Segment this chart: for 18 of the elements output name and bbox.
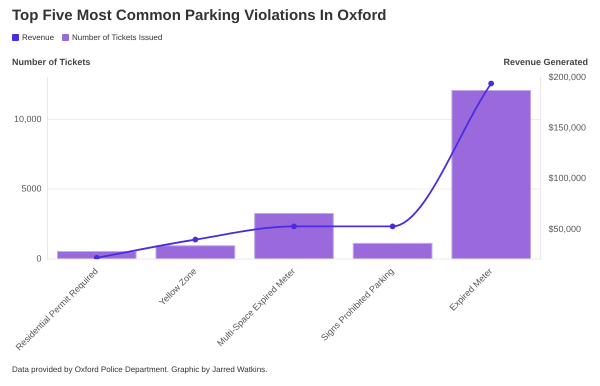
legend-label: Number of Tickets Issued [72,33,162,42]
point [488,80,494,86]
chart-title: Top Five Most Common Parking Violations In Oxford [12,7,386,24]
y-tick-label: 10,000 [14,114,42,124]
y2-tick-label: $150,000 [548,122,586,133]
y-axis-title: Number of Tickets [12,57,90,67]
y2-tick-label: $200,000 [548,72,586,82]
y2-tick-label: $100,000 [548,173,586,184]
point [390,223,396,230]
y2-tick-label: $50,000 [548,224,582,234]
text: Data provided by Oxford Police Department. Graphic by Jarred Watkins. [12,365,268,374]
legend-label: Revenue [22,33,54,42]
point [291,223,297,230]
y2-axis-title: Revenue Generated [503,57,588,67]
point [94,254,100,260]
y-tick-label: 0 [36,254,42,264]
y-tick-label: 5000 [21,184,42,194]
point [192,236,198,242]
